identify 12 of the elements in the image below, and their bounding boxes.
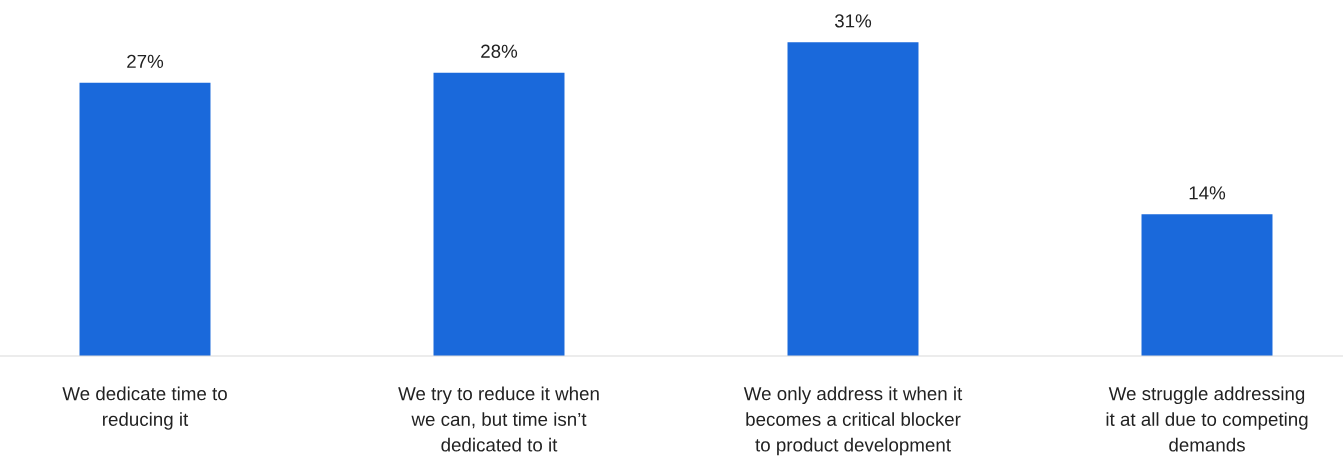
bar <box>79 82 211 356</box>
data-label: 27% <box>127 54 164 68</box>
x-tick-label: We only address it when it becomes a critical blocker to product development <box>743 386 963 456</box>
bar <box>787 42 919 356</box>
x-tick-label: We dedicate time to reducing it <box>62 386 227 430</box>
data-label: 31% <box>834 14 872 28</box>
x-tick-label: We struggle addressing it at all due to competing demands <box>1106 386 1308 452</box>
bar <box>433 72 565 356</box>
bar <box>1141 214 1273 356</box>
data-label: 14% <box>1189 186 1226 200</box>
data-label: 28% <box>481 44 518 58</box>
x-tick-label: We try to reduce it when we can, but time isn’t dedicated to it <box>398 386 599 452</box>
